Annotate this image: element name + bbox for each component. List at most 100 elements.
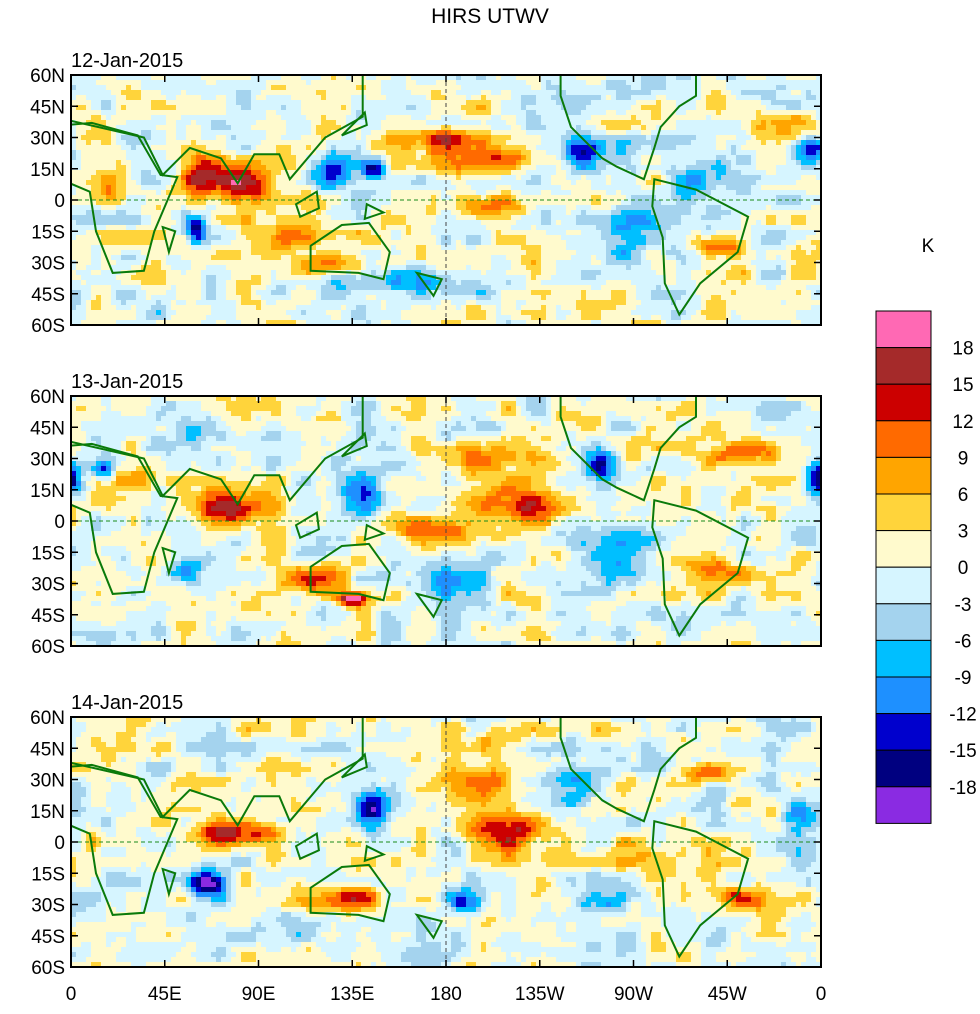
contour-cell xyxy=(706,120,712,126)
contour-cell xyxy=(796,140,802,146)
contour-cell xyxy=(671,205,677,211)
contour-cell xyxy=(246,155,252,161)
contour-cell xyxy=(206,230,212,236)
contour-cell xyxy=(206,200,212,206)
contour-cell xyxy=(316,215,322,221)
contour-cell xyxy=(246,200,252,206)
contour-cell xyxy=(436,105,442,111)
contour-cell xyxy=(516,115,522,121)
contour-cell xyxy=(371,90,377,96)
contour-cell xyxy=(351,175,357,181)
contour-cell xyxy=(201,110,207,116)
contour-cell xyxy=(426,100,432,106)
contour-cell xyxy=(786,80,792,86)
contour-cell xyxy=(781,110,787,116)
contour-cell xyxy=(771,90,777,96)
contour-cell xyxy=(761,205,767,211)
contour-cell xyxy=(756,175,762,181)
contour-cell xyxy=(421,95,427,101)
contour-cell xyxy=(706,115,712,121)
contour-cell xyxy=(421,105,427,111)
contour-cell xyxy=(261,230,267,236)
contour-cell xyxy=(301,90,307,96)
contour-cell xyxy=(461,135,467,141)
contour-cell xyxy=(341,205,347,211)
contour-cell xyxy=(101,145,107,151)
contour-cell xyxy=(251,185,257,191)
contour-cell xyxy=(386,170,392,176)
contour-cell xyxy=(456,175,462,181)
contour-cell xyxy=(181,95,187,101)
contour-cell xyxy=(666,200,672,206)
contour-cell xyxy=(681,160,687,166)
contour-cell xyxy=(586,115,592,121)
contour-cell xyxy=(476,105,482,111)
contour-cell xyxy=(326,180,332,186)
contour-cell xyxy=(566,125,572,131)
contour-cell xyxy=(241,215,247,221)
contour-cell xyxy=(696,155,702,161)
contour-cell xyxy=(711,130,717,136)
contour-cell xyxy=(206,115,212,121)
contour-cell xyxy=(646,80,652,86)
contour-cell xyxy=(221,80,227,86)
contour-cell xyxy=(456,105,462,111)
contour-cell xyxy=(446,185,452,191)
contour-cell xyxy=(331,170,337,176)
contour-cell xyxy=(771,165,777,171)
contour-cell xyxy=(141,140,147,146)
contour-cell xyxy=(811,190,817,196)
contour-cell xyxy=(411,120,417,126)
contour-cell xyxy=(521,235,527,241)
contour-cell xyxy=(656,125,662,131)
contour-cell xyxy=(391,100,397,106)
contour-cell xyxy=(786,135,792,141)
contour-cell xyxy=(376,200,382,206)
contour-cell xyxy=(691,105,697,111)
contour-cell xyxy=(506,205,512,211)
contour-cell xyxy=(291,230,297,236)
contour-cell xyxy=(176,240,182,246)
contour-cell xyxy=(621,75,627,81)
contour-cell xyxy=(156,135,162,141)
contour-cell xyxy=(686,100,692,106)
contour-cell xyxy=(611,155,617,161)
contour-cell xyxy=(436,150,442,156)
contour-cell xyxy=(151,80,157,86)
contour-cell xyxy=(766,215,772,221)
contour-cell xyxy=(741,220,747,226)
contour-cell xyxy=(736,205,742,211)
contour-cell xyxy=(776,205,782,211)
contour-cell xyxy=(776,210,782,216)
contour-cell xyxy=(181,185,187,191)
contour-cell xyxy=(661,200,667,206)
contour-cell xyxy=(336,185,342,191)
contour-cell xyxy=(126,205,132,211)
contour-cell xyxy=(376,215,382,221)
contour-cell xyxy=(451,115,457,121)
contour-cell xyxy=(126,145,132,151)
contour-cell xyxy=(406,210,412,216)
contour-cell xyxy=(316,85,322,91)
contour-cell xyxy=(186,225,192,231)
contour-cell xyxy=(236,220,242,226)
contour-cell xyxy=(581,165,587,171)
contour-cell xyxy=(636,170,642,176)
contour-cell xyxy=(311,145,317,151)
contour-cell xyxy=(616,160,622,166)
contour-cell xyxy=(346,85,352,91)
contour-cell xyxy=(661,205,667,211)
contour-cell xyxy=(401,90,407,96)
contour-cell xyxy=(506,105,512,111)
contour-cell xyxy=(251,80,257,86)
contour-cell xyxy=(211,240,217,246)
contour-cell xyxy=(291,175,297,181)
contour-cell xyxy=(756,190,762,196)
contour-cell xyxy=(91,100,97,106)
contour-cell xyxy=(571,230,577,236)
contour-cell xyxy=(661,170,667,176)
contour-cell xyxy=(391,85,397,91)
contour-cell xyxy=(166,235,172,241)
contour-cell xyxy=(281,170,287,176)
contour-cell xyxy=(316,130,322,136)
